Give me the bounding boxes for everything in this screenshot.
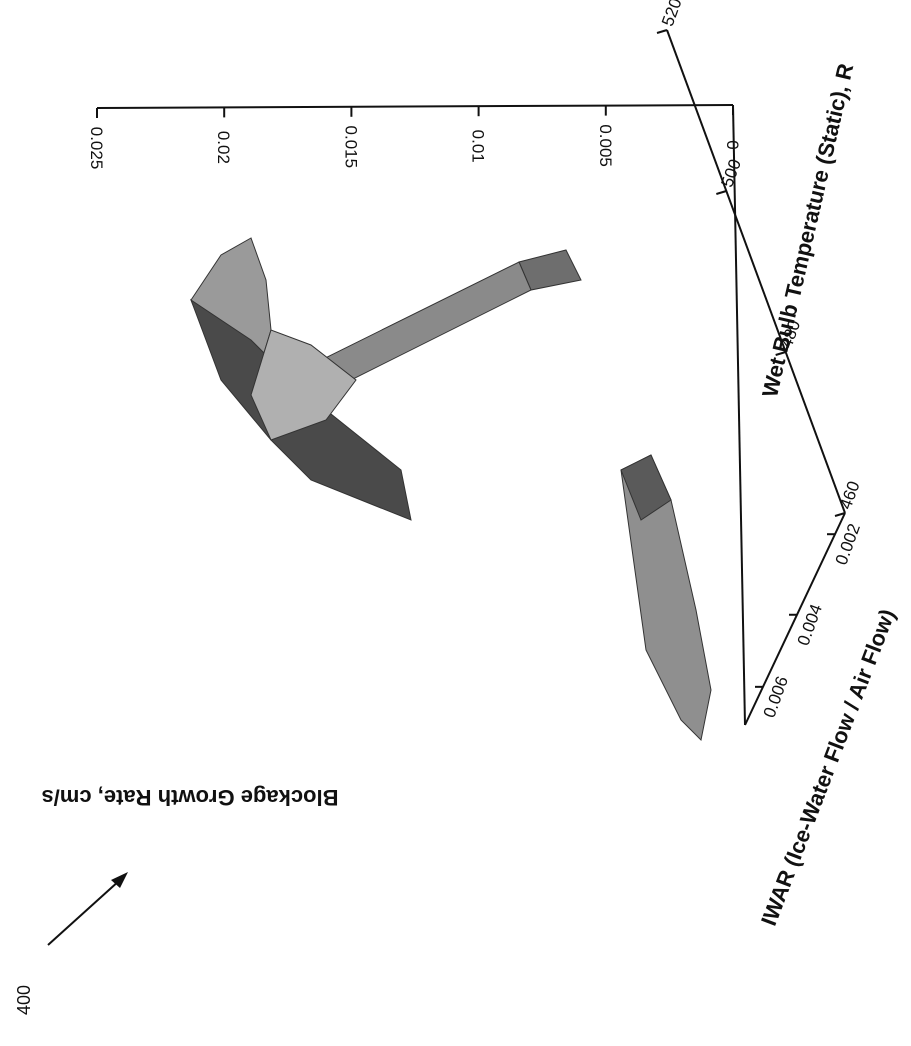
y-axis-title: Wet Bulb Temperature (Static), R — [757, 61, 858, 399]
surfaces-group — [189, 237, 712, 742]
y-tick-label: 500 — [717, 157, 745, 190]
x-tick-label: 0.004 — [794, 602, 826, 648]
x-axis-screen-line — [744, 512, 846, 726]
z-tick-label: 0.015 — [341, 126, 360, 169]
surface-sheet-mid — [250, 329, 357, 441]
surface-plate-iwar — [620, 454, 712, 742]
z-tick-label: 0.01 — [469, 130, 488, 163]
z-tick-label: 0.02 — [214, 131, 233, 164]
y-tick-label: 460 — [836, 479, 864, 512]
surface-plate-iwar-front — [620, 454, 672, 521]
y-tick-mark — [716, 190, 727, 195]
z-axis-title: Blockage Growth Rate, cm/s — [41, 785, 338, 810]
x-tick-label: 0.002 — [832, 521, 864, 567]
figure-ref-label: 400 — [14, 985, 34, 1015]
z-tick-label: 0 — [723, 140, 742, 149]
z-tick-label: 0.025 — [87, 127, 106, 170]
y-axis-screen-line — [666, 29, 846, 514]
figure-ref-arrow — [47, 879, 121, 946]
z-tick-label: 0.005 — [596, 124, 615, 167]
z-axis-screen-line — [96, 104, 734, 109]
y-tick-mark — [834, 512, 846, 517]
x-tick-label: 0.006 — [760, 674, 792, 720]
y-tick-label: 520 — [658, 0, 686, 29]
y-tick-mark — [656, 29, 668, 34]
y-tick-mark — [775, 351, 786, 356]
figure-ref-arrowhead — [111, 872, 128, 888]
rotated-plot-group — [189, 237, 712, 742]
corner-link-line — [732, 104, 746, 726]
